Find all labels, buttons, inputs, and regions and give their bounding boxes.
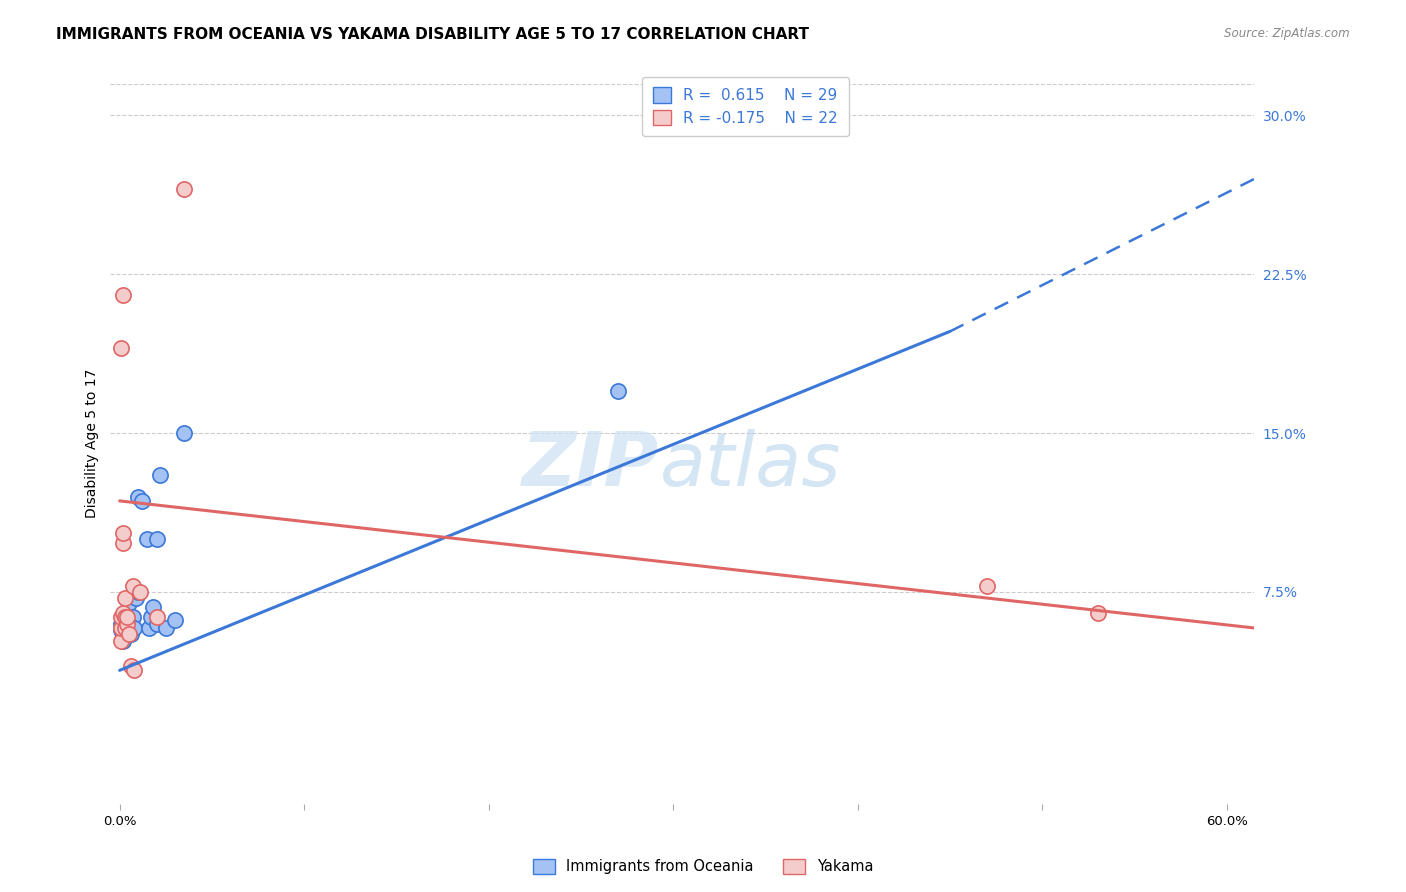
Point	[115, 616, 138, 631]
Point	[115, 627, 138, 641]
Point	[976, 579, 998, 593]
Point	[142, 599, 165, 614]
Point	[110, 342, 132, 356]
Point	[127, 585, 149, 599]
Point	[606, 384, 628, 398]
Point	[145, 616, 167, 631]
Point	[173, 182, 195, 196]
Point	[112, 525, 135, 540]
Point	[120, 616, 142, 631]
Point	[155, 621, 177, 635]
Point	[114, 610, 136, 624]
Point	[145, 532, 167, 546]
Point	[114, 591, 136, 606]
Point	[118, 596, 141, 610]
Point	[120, 659, 142, 673]
Point	[112, 606, 135, 620]
Point	[115, 610, 138, 624]
Point	[114, 606, 136, 620]
Text: Source: ZipAtlas.com: Source: ZipAtlas.com	[1225, 27, 1350, 40]
Text: atlas: atlas	[659, 429, 841, 501]
Point	[120, 627, 142, 641]
Point	[138, 621, 160, 635]
Point	[110, 623, 132, 637]
Text: ZIP: ZIP	[522, 429, 659, 502]
Point	[114, 621, 136, 635]
Point	[110, 633, 132, 648]
Point	[121, 579, 143, 593]
Point	[112, 633, 135, 648]
Point	[125, 591, 148, 606]
Point	[124, 621, 146, 635]
Legend: Immigrants from Oceania, Yakama: Immigrants from Oceania, Yakama	[527, 853, 879, 880]
Point	[136, 532, 159, 546]
Point	[173, 426, 195, 441]
Point	[110, 610, 132, 624]
Point	[112, 621, 135, 635]
Point	[131, 494, 153, 508]
Point	[149, 468, 172, 483]
Point	[112, 536, 135, 550]
Point	[139, 610, 162, 624]
Point	[121, 610, 143, 624]
Point	[110, 621, 132, 635]
Point	[129, 585, 152, 599]
Point	[110, 616, 132, 631]
Point	[118, 627, 141, 641]
Point	[127, 490, 149, 504]
Y-axis label: Disability Age 5 to 17: Disability Age 5 to 17	[86, 369, 100, 518]
Point	[115, 610, 138, 624]
Point	[124, 664, 146, 678]
Point	[114, 616, 136, 631]
Point	[1087, 606, 1109, 620]
Point	[145, 610, 167, 624]
Text: IMMIGRANTS FROM OCEANIA VS YAKAMA DISABILITY AGE 5 TO 17 CORRELATION CHART: IMMIGRANTS FROM OCEANIA VS YAKAMA DISABI…	[56, 27, 810, 42]
Point	[112, 288, 135, 302]
Point	[163, 613, 186, 627]
Point	[118, 621, 141, 635]
Legend: R =  0.615    N = 29, R = -0.175    N = 22: R = 0.615 N = 29, R = -0.175 N = 22	[643, 77, 849, 136]
